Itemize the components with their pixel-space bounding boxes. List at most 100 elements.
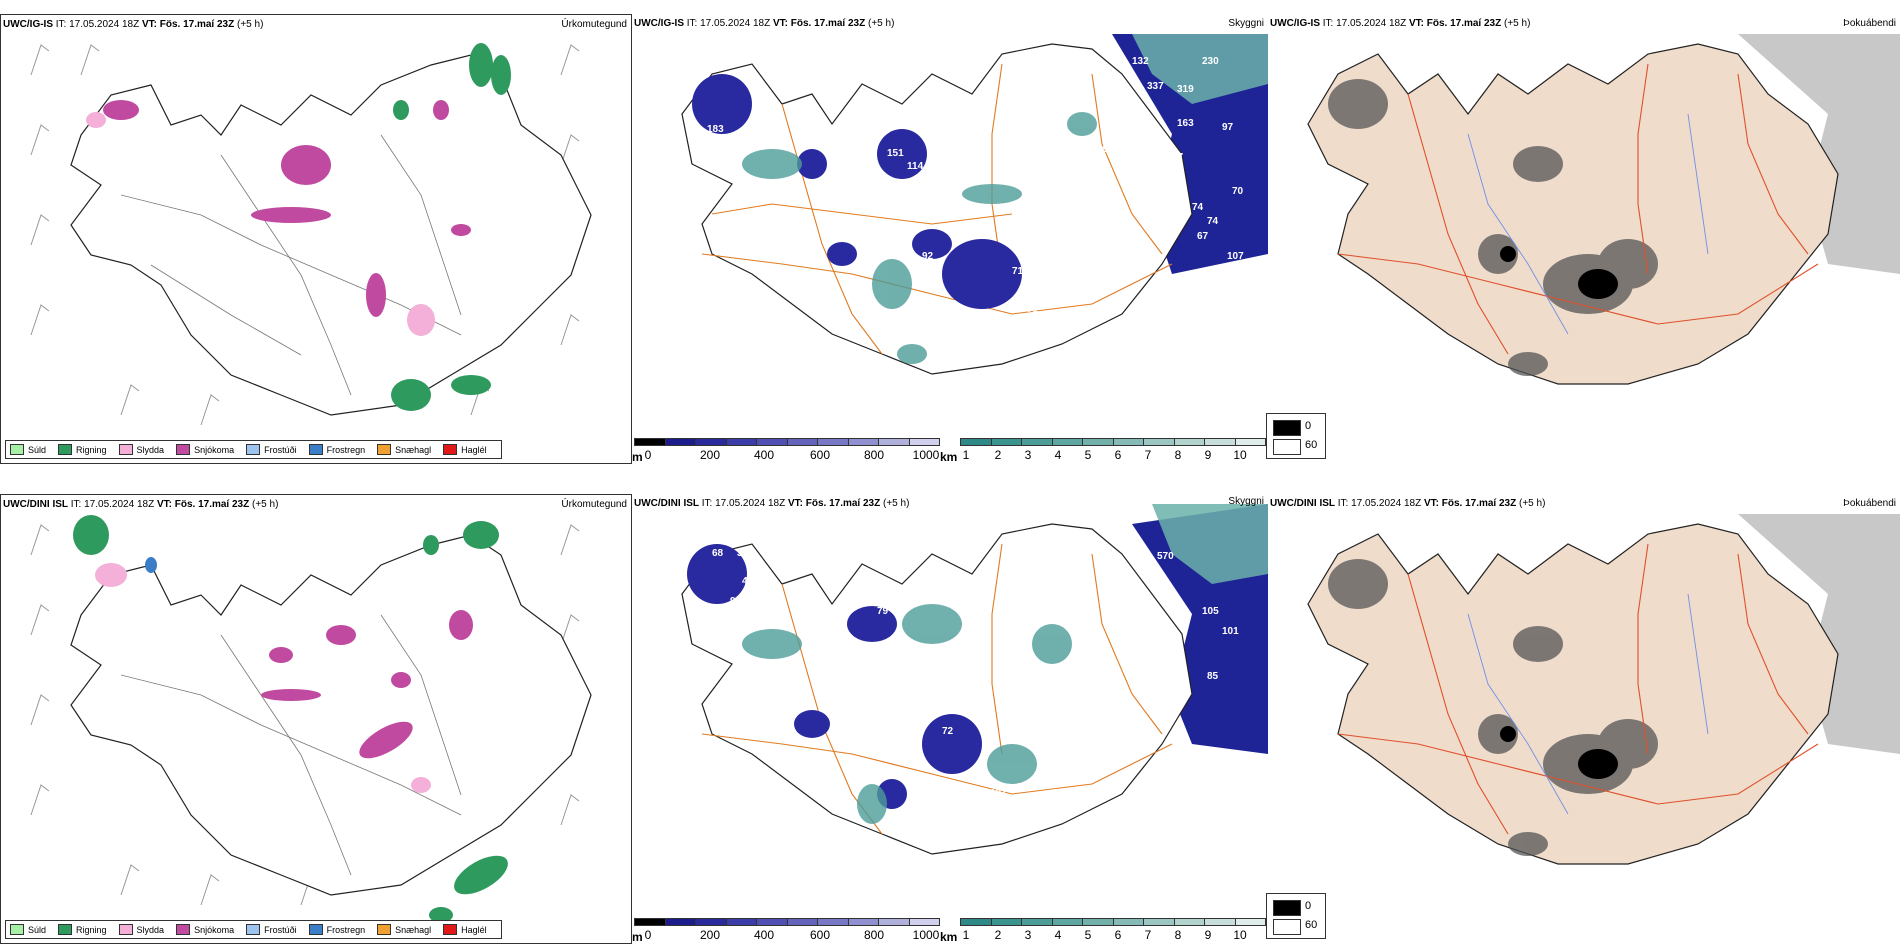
legend-item: Rigning [58, 444, 107, 455]
value-label: 87 [1172, 152, 1184, 163]
value-label: 337 [1147, 81, 1164, 92]
colorbar-cell [665, 919, 696, 925]
legend-label: Frostregn [326, 924, 366, 935]
legend-swatch [443, 444, 458, 455]
value-label: 107 [1227, 251, 1244, 262]
sleet-areas [95, 563, 431, 793]
colorbar-cell [961, 919, 992, 925]
legend-swatch [246, 924, 261, 935]
panel-header: UWC/IG-IS IT: 17.05.2024 18Z VT: Fös. 17… [1270, 18, 1530, 29]
legend-swatch [308, 444, 323, 455]
roads [1337, 63, 1819, 355]
roads [701, 63, 1173, 355]
iceland-land [1307, 43, 1839, 385]
colorbar-strip [960, 438, 1266, 446]
fog-indicator-panel-row1: UWC/IG-IS IT: 17.05.2024 18Z VT: Fös. 17… [1268, 14, 1900, 464]
legend-item: Slydda [118, 924, 164, 935]
model-name: UWC/DINI ISL [1270, 498, 1335, 509]
legend-swatch [443, 924, 458, 935]
legend-item: Snæhagl [377, 444, 431, 455]
value-label: 68 [712, 548, 724, 559]
tick-label: 200 [699, 928, 721, 942]
colorbar-cell [757, 919, 788, 925]
colorbar-strip [960, 918, 1266, 926]
value-label: 70 [1232, 186, 1244, 197]
legend-label: Snjókoma [194, 444, 235, 455]
colorbar-cell [1144, 919, 1175, 925]
value-label: 119 [1092, 144, 1109, 155]
valid-time-label: VT: [787, 498, 803, 509]
iceland-land [1307, 523, 1839, 865]
value-label: 74 [1192, 202, 1204, 213]
model-name: UWC/DINI ISL [634, 498, 699, 509]
colorbar-cell [696, 439, 727, 445]
value-label: 183 [707, 124, 724, 135]
tick-label: 400 [753, 448, 775, 462]
model-name: UWC/IG-IS [1270, 18, 1320, 29]
legend-label: Frostúði [264, 924, 297, 935]
precip-type-panel-row1: UWC/IG-IS IT: 17.05.2024 18Z VT: Fös. 17… [0, 14, 632, 464]
iceland-fog-map-row2 [1307, 514, 1900, 865]
fog-dark-core [1500, 726, 1618, 779]
value-label: 114 [907, 161, 924, 172]
colorbar-cell [1022, 439, 1053, 445]
lead-time: (+5 h) [865, 18, 895, 29]
tick-label: 800 [863, 448, 885, 462]
valid-time: Fös. 17.maí 23Z [171, 499, 250, 510]
legend-label: Haglél [461, 924, 487, 935]
value-label: 101 [1222, 626, 1239, 637]
colorbar-unit: km [940, 450, 958, 464]
legend-item: Súld [10, 444, 46, 455]
colorbar-cell [696, 919, 727, 925]
visibility-sea-area [1132, 34, 1268, 104]
valid-time-label: VT: [1423, 498, 1439, 509]
fog-legend-label: 60 [1305, 439, 1318, 451]
colorbar-cell [726, 919, 757, 925]
colorbar-cell [1083, 919, 1114, 925]
tick-label: 0 [644, 448, 652, 462]
lead-time: (+5 h) [234, 19, 264, 30]
colorbar-cell [848, 919, 879, 925]
visibility-sea-area [1152, 504, 1268, 584]
tick-label: 200 [699, 448, 721, 462]
value-label: 163 [1177, 118, 1194, 129]
colorbar-cell [991, 919, 1022, 925]
legend-swatch [10, 924, 24, 935]
cloud-height-colorbar: 0 200 400 600 800 1000 [634, 918, 940, 942]
value-label: 69 [1012, 734, 1024, 745]
legend-label: Haglél [461, 444, 487, 455]
fog-dark-core [1500, 246, 1618, 299]
iceland-coastline [681, 523, 1193, 855]
valid-time-label: VT: [772, 18, 788, 29]
legend-swatch [176, 444, 191, 455]
tick-label: 3 [1024, 448, 1032, 462]
legend-item: Snæhagl [377, 924, 431, 935]
fog-legend-row1: 0 60 [1266, 413, 1326, 459]
colorbar-strip [634, 438, 940, 446]
value-label: 570 [1157, 551, 1174, 562]
value-label: 97 [1222, 122, 1234, 133]
legend-swatch [58, 924, 73, 935]
legend-swatch [58, 444, 73, 455]
legend-label: Snæhagl [395, 444, 432, 455]
low-cloud-areas [692, 74, 1022, 309]
colorbar-cell [787, 919, 818, 925]
panel-title: Þokuábendi [1843, 18, 1896, 29]
tick-label: 4 [1054, 448, 1062, 462]
value-label: 72 [894, 816, 906, 827]
panel-header: UWC/IG-IS IT: 17.05.2024 18Z VT: Fös. 17… [634, 18, 894, 29]
value-label: 29 [912, 831, 924, 842]
rain-areas [73, 515, 508, 923]
panel-title: Skyggni [1228, 18, 1264, 29]
tick-label: 4 [1054, 928, 1062, 942]
roads [1337, 543, 1819, 835]
value-label: 100 [842, 738, 859, 749]
tick-label: 400 [753, 928, 775, 942]
colorbar-cell [1022, 919, 1053, 925]
legend-label: Frostregn [326, 444, 366, 455]
lead-time: (+5 h) [249, 499, 279, 510]
fog-indicator-panel-row2: UWC/DINI ISL IT: 17.05.2024 18Z VT: Fös.… [1268, 494, 1900, 944]
fog-legend-label: 0 [1305, 900, 1312, 912]
value-label: 91 [1172, 698, 1184, 709]
tick-label: 1 [962, 928, 970, 942]
